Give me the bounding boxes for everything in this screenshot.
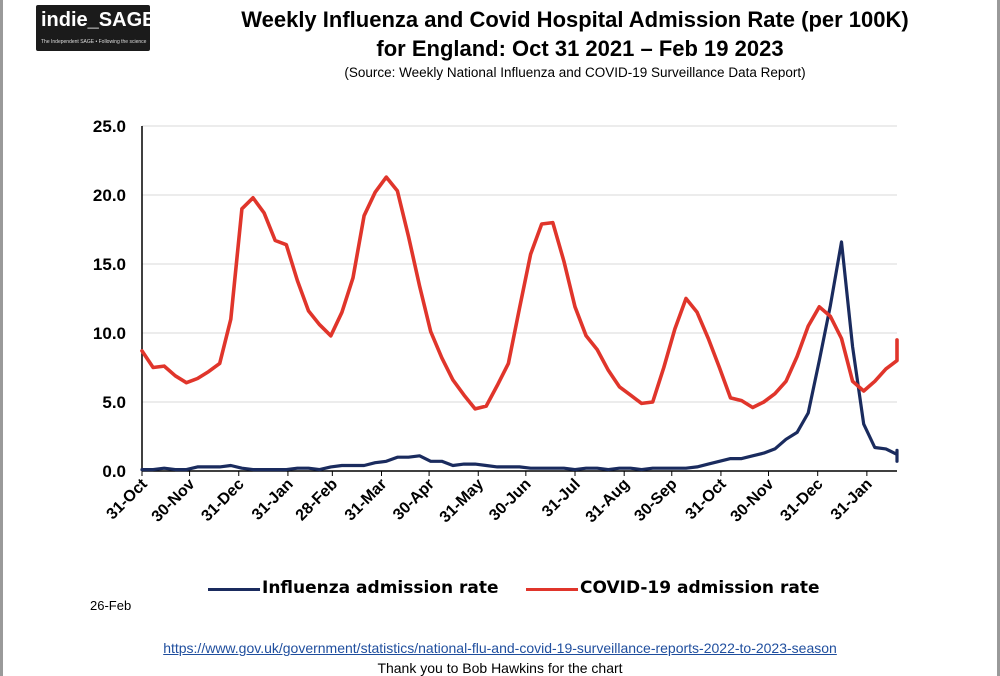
y-tick-label: 5.0 [102, 393, 126, 412]
x-tick-label: 31-Jan [828, 476, 876, 524]
legend-influenza-label: Influenza admission rate [262, 578, 499, 598]
x-tick-label: 30-Nov [728, 476, 778, 526]
x-tick-label: 28-Feb [293, 476, 342, 525]
x-tick-label: 30-Nov [149, 476, 199, 526]
x-tick-label: 31-Dec [777, 476, 826, 525]
legend-covid-label: COVID-19 admission rate [580, 578, 820, 598]
influenza-series-line [140, 240, 899, 472]
x-tick-label: 30-Sep [631, 476, 680, 525]
indie-sage-logo: indie_SAGE The Independent SAGE • Follow… [36, 5, 155, 51]
logo-tagline: The Independent SAGE • Following the sci… [41, 39, 147, 45]
covid-series-line [140, 175, 899, 411]
x-tick-label: 30-Apr [390, 476, 438, 524]
y-tick-label: 25.0 [93, 117, 126, 136]
y-tick-label: 15.0 [93, 255, 126, 274]
y-tick-label: 10.0 [93, 324, 126, 343]
x-tick-label: 31-Aug [583, 476, 633, 526]
y-tick-label: 20.0 [93, 186, 126, 205]
x-tick-label: 31-Jul [539, 476, 584, 521]
chart-source: (Source: Weekly National Influenza and C… [344, 65, 806, 80]
x-tick-label: 31-Oct [683, 475, 731, 523]
x-tick-label: 31-Oct [104, 475, 152, 523]
x-tick-label: 31-Jan [249, 476, 297, 524]
legend-covid-swatch [526, 588, 578, 591]
x-tick-label: 31-Mar [342, 476, 390, 524]
logo-brand: indie_SAGE [41, 9, 156, 31]
right-frame-edge [997, 0, 1000, 676]
legend-influenza-swatch [208, 588, 260, 591]
chart-credit: Thank you to Bob Hawkins for the chart [377, 660, 623, 676]
x-tick-label: 31-May [437, 476, 487, 526]
x-tick-label: 31-Dec [198, 476, 247, 525]
chart-title-line1: Weekly Influenza and Covid Hospital Admi… [241, 7, 909, 32]
chart-title-line2: for England: Oct 31 2021 – Feb 19 2023 [376, 36, 784, 61]
date-note: 26-Feb [90, 598, 132, 613]
source-link[interactable]: https://www.gov.uk/government/statistics… [163, 640, 837, 656]
y-tick-label: 0.0 [102, 462, 126, 481]
x-tick-label: 30-Jun [486, 476, 534, 524]
left-frame-edge [0, 0, 3, 676]
